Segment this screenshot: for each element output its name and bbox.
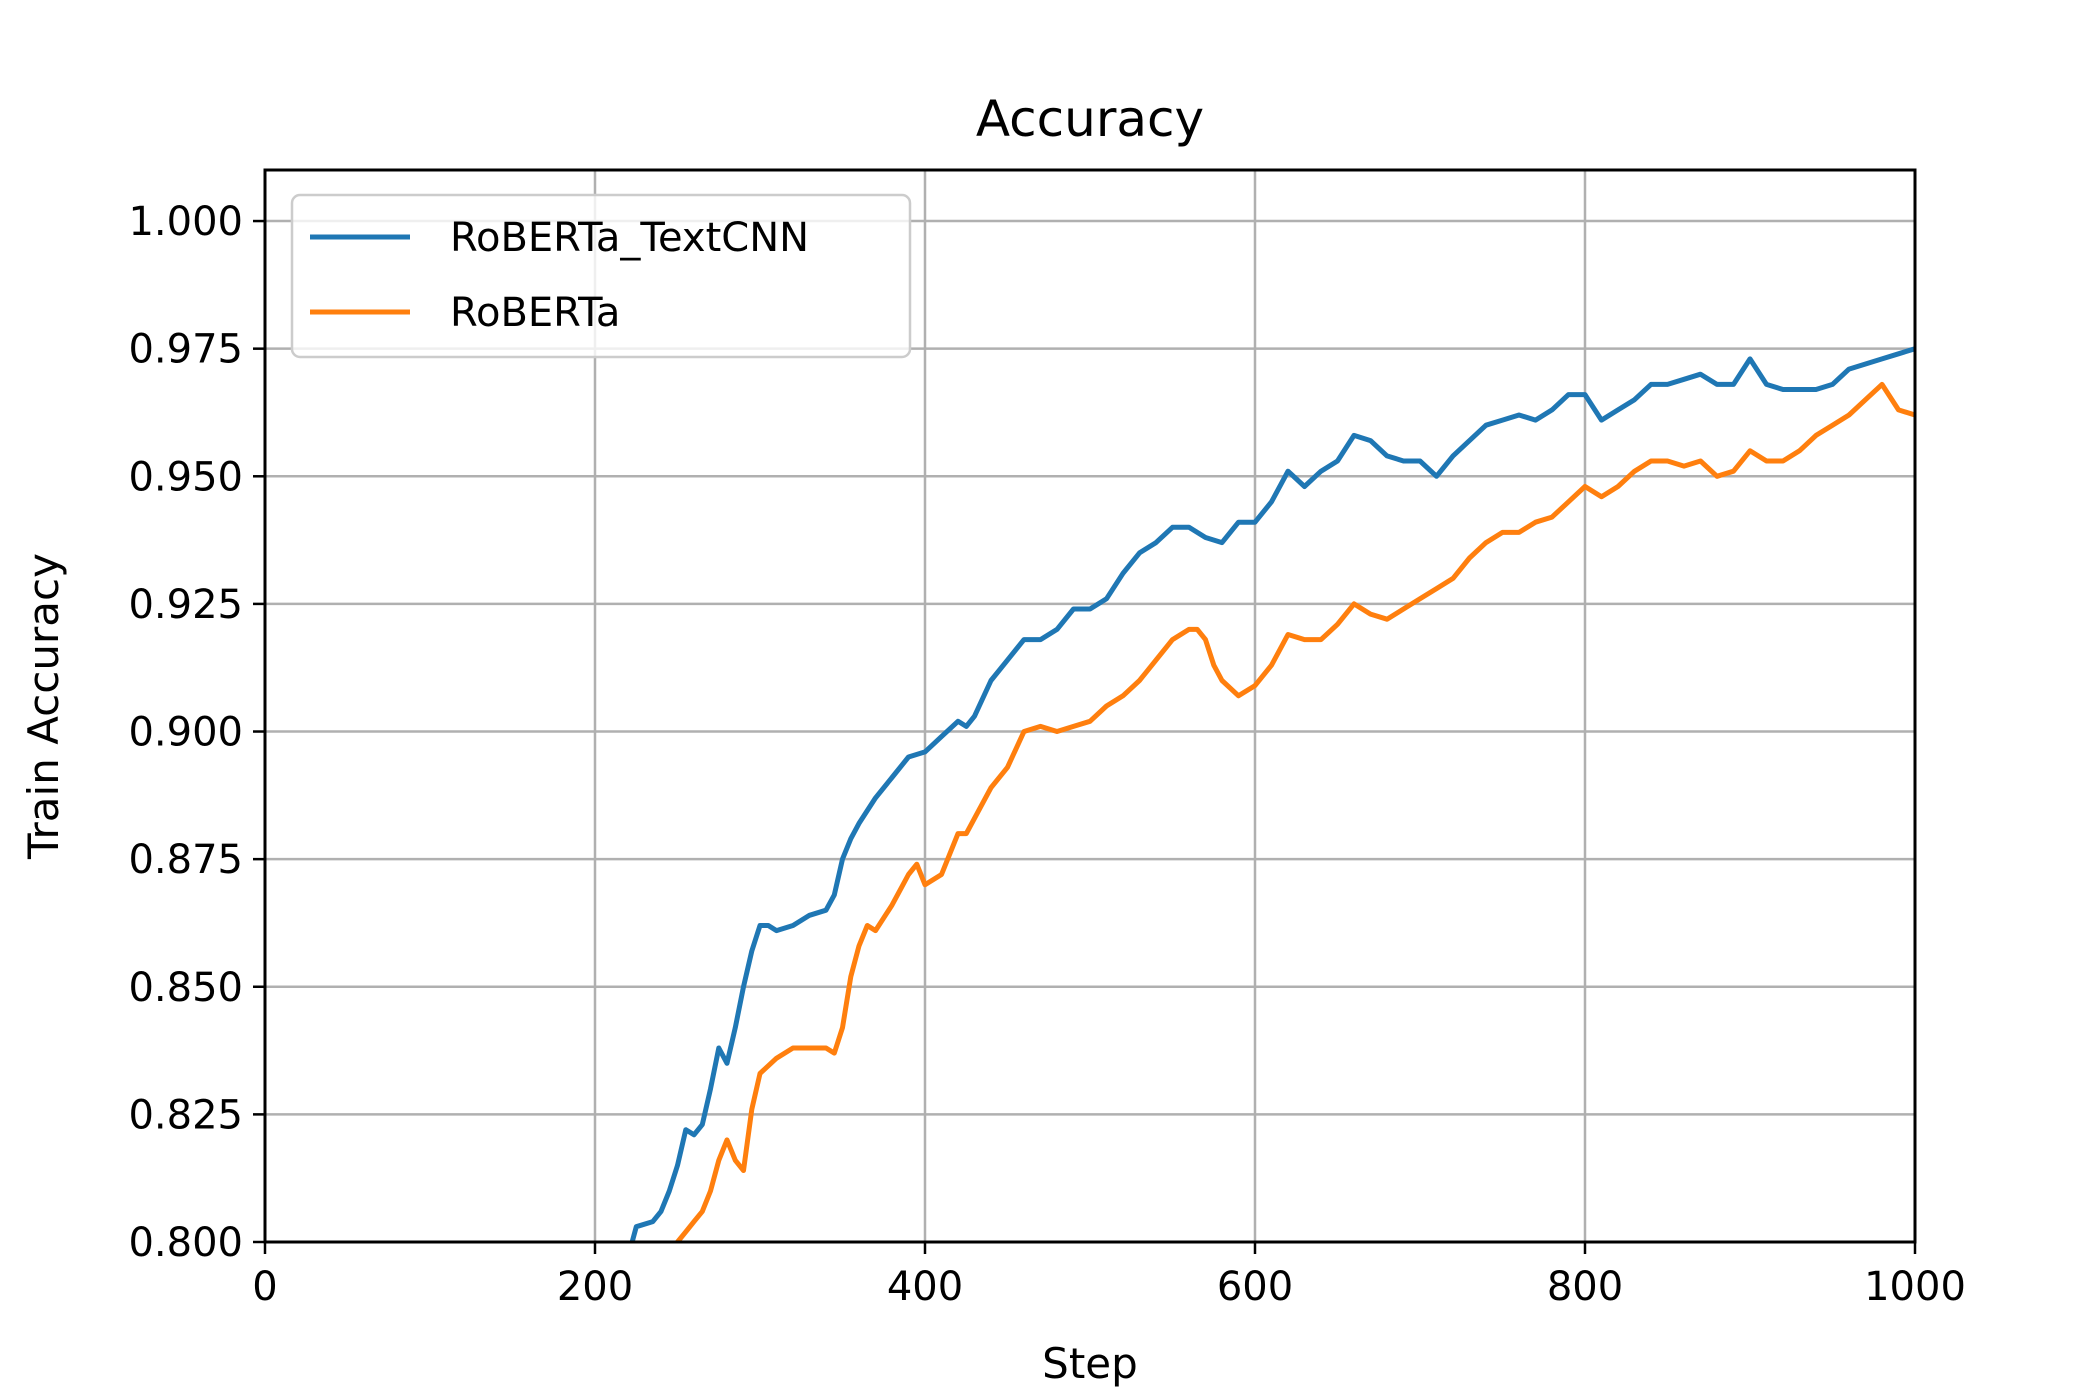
series-layer [629,346,1915,1242]
x-tick-label: 0 [252,1264,277,1310]
legend-label-roberta: RoBERTa [450,290,620,336]
chart-title: Accuracy [976,90,1204,148]
y-tick-label: 0.875 [128,837,243,883]
x-tick-label: 200 [557,1264,633,1310]
x-tick-label: 400 [887,1264,963,1310]
y-axis-label: Train Accuracy [19,553,68,860]
y-tick-label: 0.850 [128,965,243,1011]
y-tick-label: 1.000 [128,199,243,245]
legend: RoBERTa_TextCNN RoBERTa [290,193,912,359]
legend-label-roberta-textcnn: RoBERTa_TextCNN [450,215,809,261]
legend-box [290,193,912,359]
y-tick-label: 0.825 [128,1092,243,1138]
tick-layer: 0 200 400 600 800 1000 0.800 0.825 0.850 0.875 0.9… [128,199,1965,1310]
y-tick-label: 0.800 [128,1220,243,1266]
series-line-roberta-textcnn [629,346,1915,1242]
y-tick-label: 0.950 [128,454,243,500]
x-tick-label: 1000 [1864,1264,1966,1310]
y-tick-label: 0.900 [128,710,243,756]
y-tick-label: 0.975 [128,327,243,373]
series-line-roberta [674,381,1915,1242]
x-axis-label: Step [1042,1339,1138,1388]
y-tick-label: 0.925 [128,582,243,628]
x-tick-label: 800 [1547,1264,1623,1310]
x-tick-label: 600 [1217,1264,1293,1310]
plot-frame [263,168,1917,1244]
